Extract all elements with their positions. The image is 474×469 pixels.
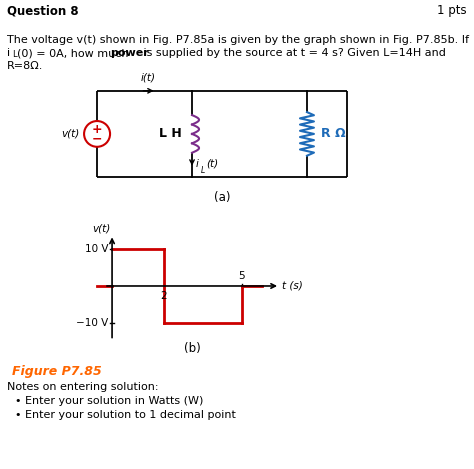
Text: (t): (t) <box>206 159 218 169</box>
Text: −10 V: −10 V <box>76 318 108 328</box>
Text: The voltage v(t) shown in Fig. P7.85a is given by the graph shown in Fig. P7.85b: The voltage v(t) shown in Fig. P7.85a is… <box>7 35 469 45</box>
Text: 5: 5 <box>239 271 246 281</box>
Text: Notes on entering solution:: Notes on entering solution: <box>7 382 159 392</box>
Text: R Ω: R Ω <box>321 128 346 140</box>
Text: (b): (b) <box>183 342 201 356</box>
Text: 2: 2 <box>161 291 167 301</box>
Text: 10 V: 10 V <box>84 244 108 254</box>
Text: R=8Ω.: R=8Ω. <box>7 61 44 71</box>
Text: v(t): v(t) <box>61 129 79 139</box>
Text: L: L <box>12 50 17 59</box>
Text: −: − <box>92 132 102 145</box>
Text: L: L <box>201 166 205 174</box>
Text: • Enter your solution to 1 decimal point: • Enter your solution to 1 decimal point <box>15 410 236 420</box>
Text: i: i <box>196 159 199 169</box>
Text: (0) = 0A, how much: (0) = 0A, how much <box>17 48 132 58</box>
Text: is supplied by the source at t = 4 s? Given L=14H and: is supplied by the source at t = 4 s? Gi… <box>140 48 446 58</box>
Text: Figure P7.85: Figure P7.85 <box>12 365 102 378</box>
Text: 1 pts: 1 pts <box>437 4 467 17</box>
Text: +: + <box>92 123 102 136</box>
Text: i: i <box>7 48 10 58</box>
Text: i(t): i(t) <box>141 73 156 83</box>
Text: • Enter your solution in Watts (W): • Enter your solution in Watts (W) <box>15 396 203 406</box>
Text: power: power <box>110 48 149 58</box>
Text: (a): (a) <box>214 191 230 204</box>
Text: L H: L H <box>159 128 182 140</box>
Text: v(t): v(t) <box>92 223 110 234</box>
Text: Question 8: Question 8 <box>7 4 79 17</box>
Text: t (s): t (s) <box>282 281 303 291</box>
